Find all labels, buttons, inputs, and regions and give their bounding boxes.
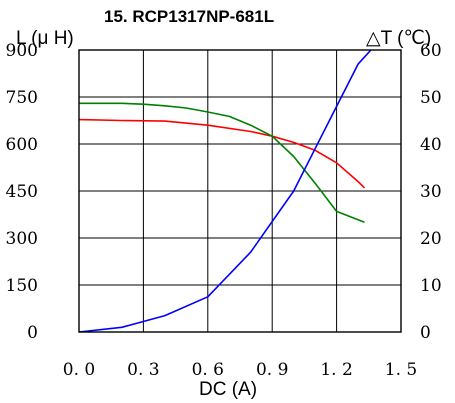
x-tick-label: 0. 9 [256,360,288,380]
y-left-tick-label: 600 [6,135,38,155]
y-left-axis-label: L (μ H) [16,28,74,49]
x-tick-label: 1. 5 [385,360,417,380]
series-line-green [79,102,365,224]
y-right-tick-label: 0 [420,323,431,343]
x-tick-label: 0. 3 [127,360,159,380]
x-axis-label: DC (A) [199,379,257,400]
series-group [78,49,372,333]
y-right-tick-label: 50 [420,88,442,108]
y-right-tick-label: 40 [420,135,442,155]
y-left-tick-label: 0 [27,323,38,343]
tick-labels: 0. 0 0. 3 0. 6 0. 9 1. 2 1. 50150300450600750… [6,41,442,380]
x-tick-label: 0. 0 [63,360,95,380]
grid [79,50,401,332]
x-tick-label: 1. 2 [320,360,352,380]
y-right-axis-label: △T (℃) [366,28,431,49]
y-left-tick-label: 900 [6,41,38,61]
y-right-tick-label: 20 [420,229,442,249]
plot-frame [78,49,402,333]
x-tick-label: 0. 6 [192,360,224,380]
series-line-red [78,118,366,189]
y-left-tick-label: 150 [6,276,38,296]
y-right-tick-label: 10 [420,276,442,296]
y-left-tick-label: 450 [6,182,38,202]
series-line-blue [78,49,372,333]
chart-title: 15. RCP1317NP-681L [104,7,274,26]
y-right-tick-label: 60 [420,41,442,61]
y-left-tick-label: 750 [6,88,38,108]
y-left-tick-label: 300 [6,229,38,249]
y-right-tick-label: 30 [420,182,442,202]
